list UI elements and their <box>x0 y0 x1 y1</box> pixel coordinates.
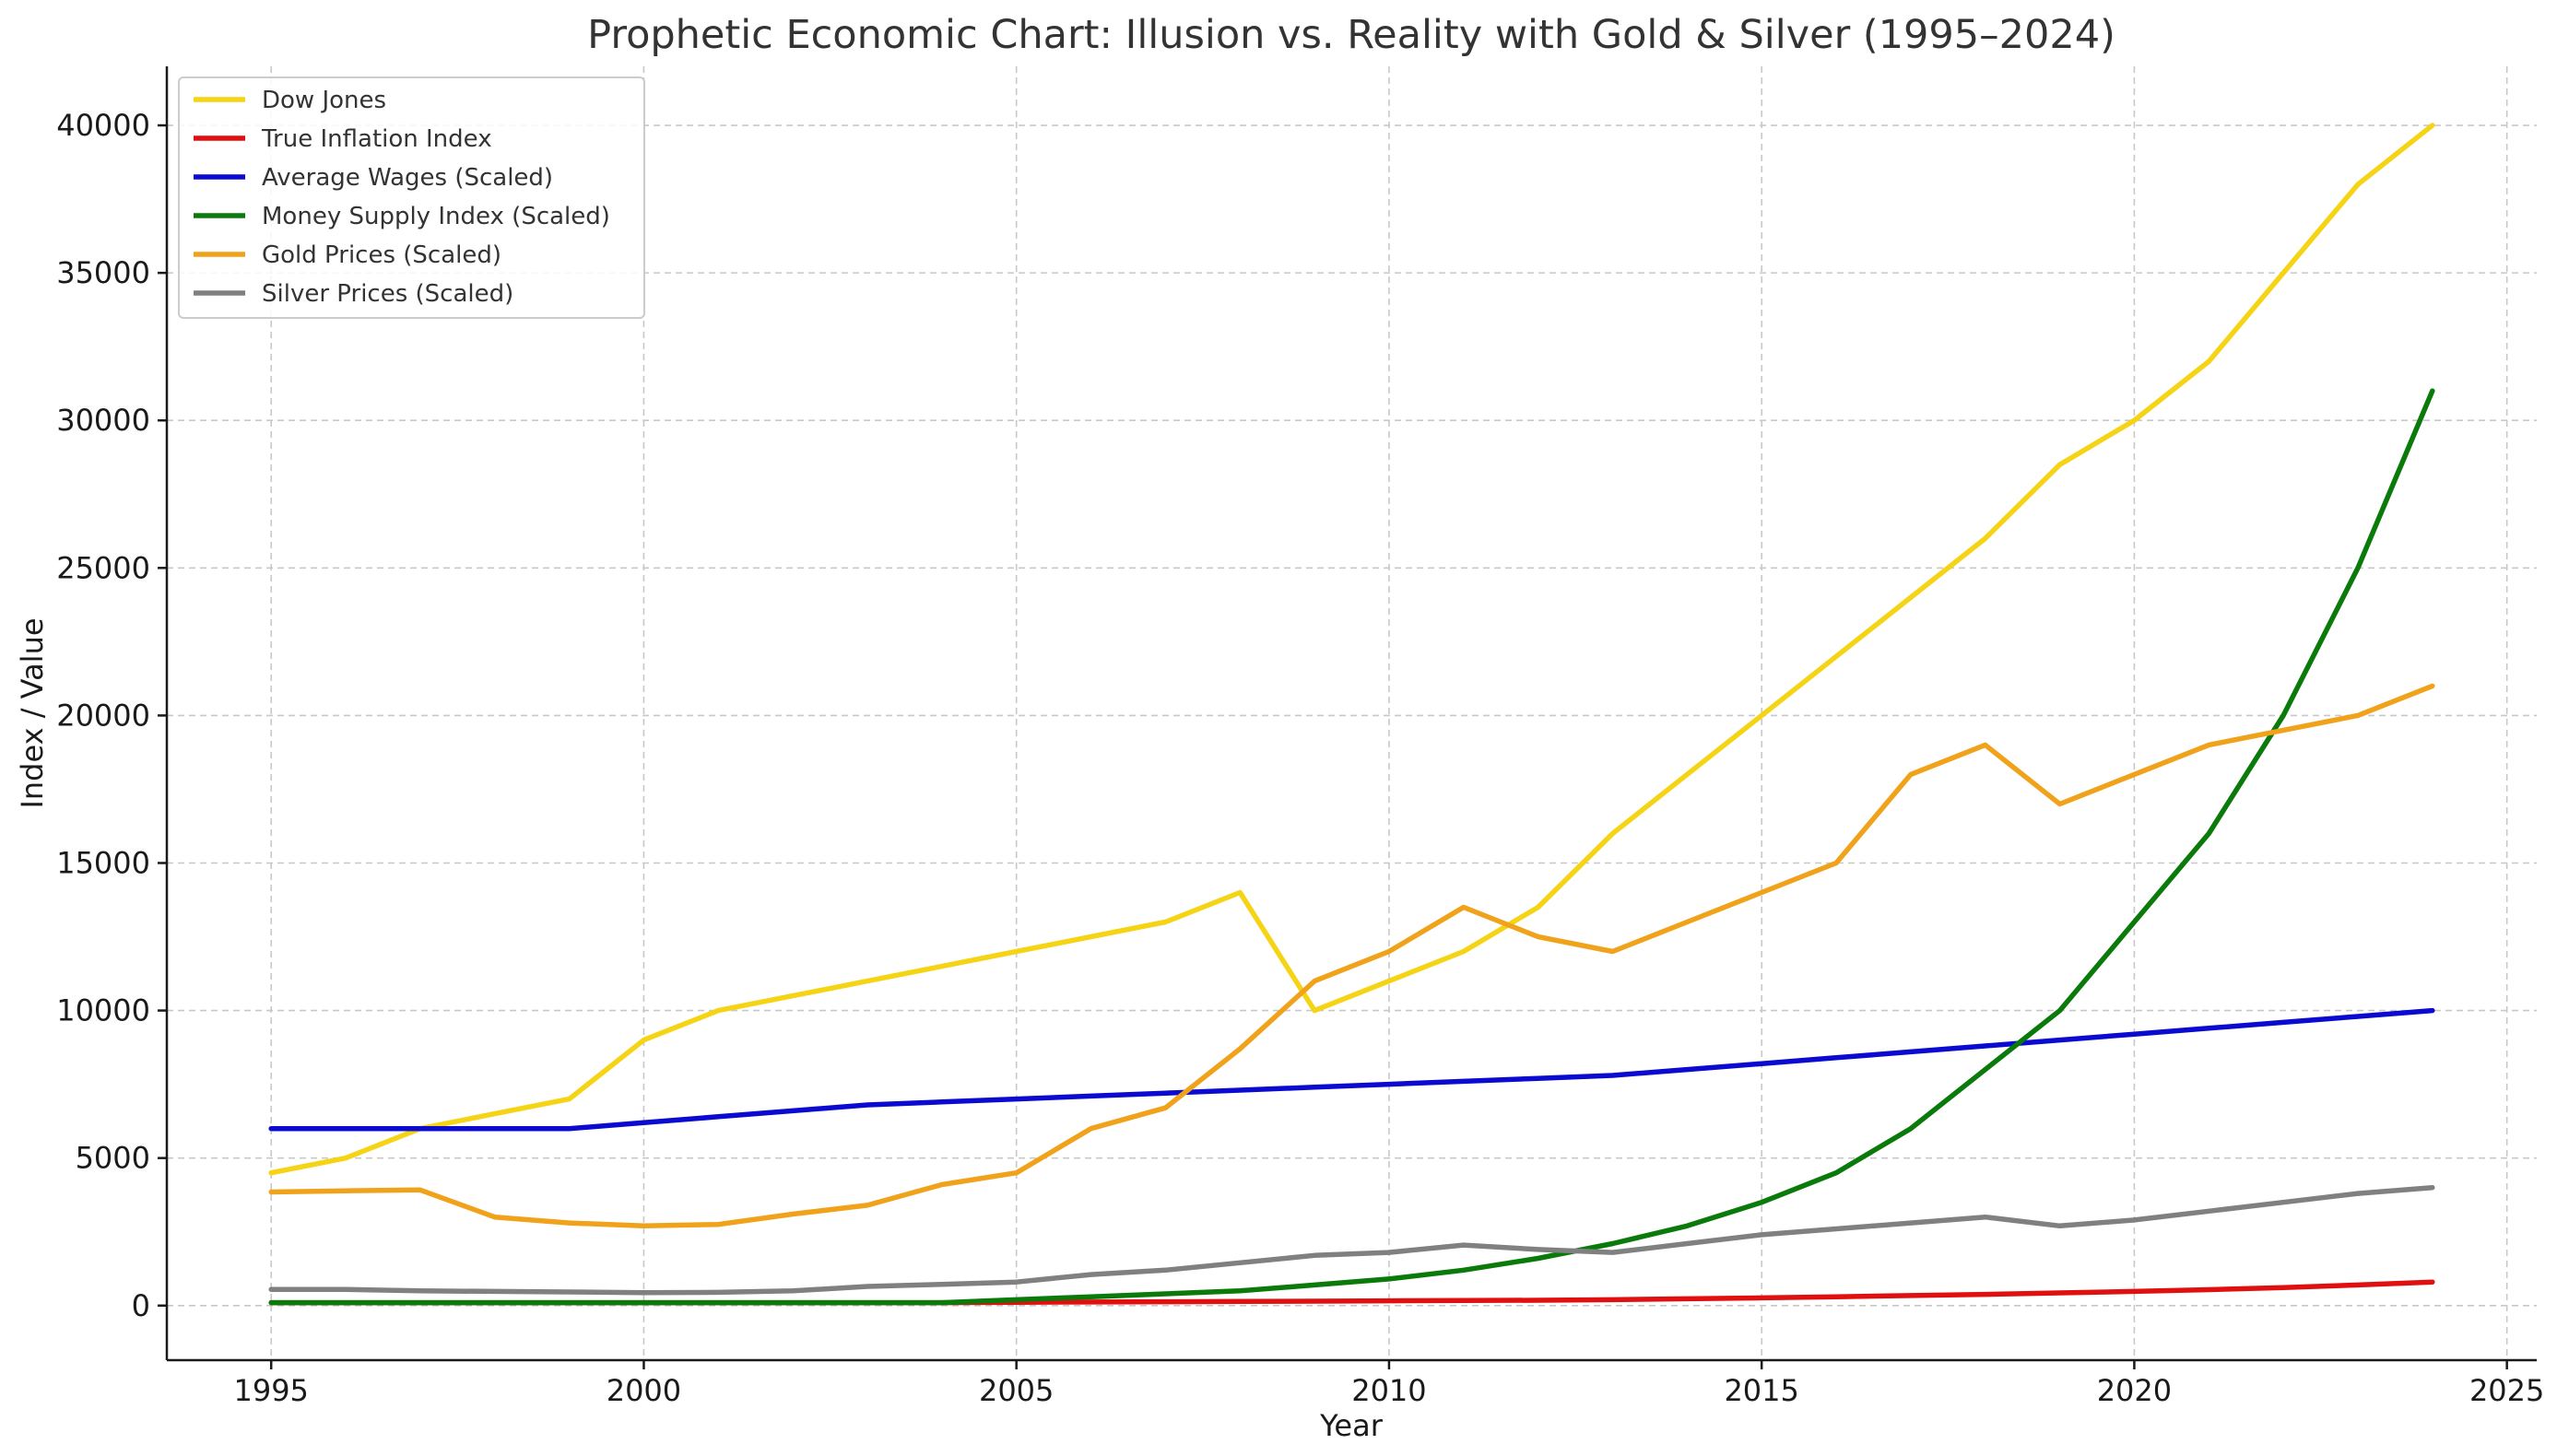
y-tick-label: 20000 <box>56 698 150 733</box>
axes <box>165 66 2537 1362</box>
series-line-gold-prices-scaled <box>268 683 2435 1229</box>
chart-title: Prophetic Economic Chart: Illusion vs. R… <box>587 12 2115 58</box>
y-tick-label: 5000 <box>76 1141 150 1176</box>
y-tick-label: 15000 <box>56 845 150 880</box>
y-tick-label: 0 <box>132 1288 150 1323</box>
x-tick-label: 1995 <box>233 1373 308 1408</box>
series-line-money-supply-index-scaled <box>268 388 2435 1306</box>
y-axis-label: Index / Value <box>15 617 50 808</box>
series-line-silver-prices-scaled <box>268 1184 2435 1296</box>
x-tick-label: 2020 <box>2097 1373 2172 1408</box>
x-axis-label: Year <box>1319 1408 1384 1443</box>
x-tick-label: 2005 <box>979 1373 1054 1408</box>
x-tick-label: 2010 <box>1351 1373 1426 1408</box>
axis-ticks: 1995 2000 2005 2010 2015 2020 2025 0 5000 10000 15… <box>56 108 2544 1408</box>
x-tick-label: 2015 <box>1724 1373 1798 1408</box>
legend-entry-label: Silver Prices (Scaled) <box>262 280 513 308</box>
legend-box <box>178 76 645 319</box>
x-tick-label: 2000 <box>607 1373 681 1408</box>
x-tick-label: 2025 <box>2469 1373 2544 1408</box>
y-tick-label: 40000 <box>56 108 150 143</box>
series-line-average-wages-scaled <box>268 1007 2435 1132</box>
legend-entry-label: Gold Prices (Scaled) <box>262 241 501 269</box>
legend-entry-label: Money Supply Index (Scaled) <box>262 203 610 230</box>
legend-entry-label: Dow Jones <box>262 87 386 114</box>
series-line-dow-jones <box>268 123 2435 1176</box>
y-tick-label: 25000 <box>56 550 150 585</box>
gridlines <box>167 66 2537 1360</box>
legend: Dow Jones True Inflation Index Average Wag… <box>178 76 645 319</box>
y-tick-label: 10000 <box>56 993 150 1028</box>
legend-entry-label: True Inflation Index <box>261 125 492 153</box>
y-tick-label: 30000 <box>56 403 150 438</box>
series-lines <box>268 123 2435 1306</box>
y-tick-label: 35000 <box>56 255 150 290</box>
legend-entry-label: Average Wages (Scaled) <box>262 164 553 192</box>
